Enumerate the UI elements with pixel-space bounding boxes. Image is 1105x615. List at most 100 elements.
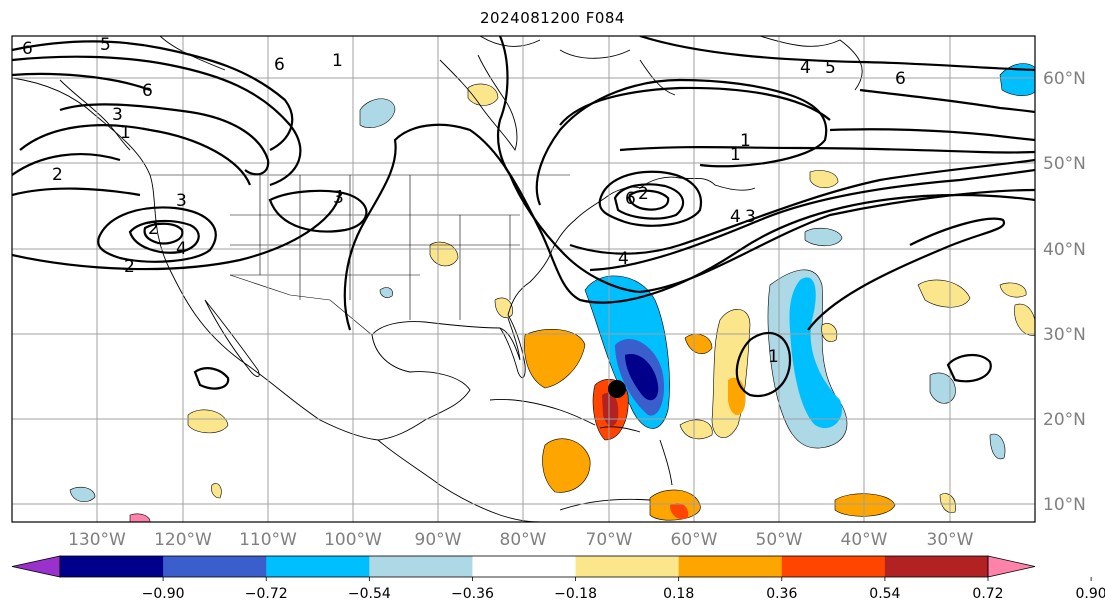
lat-label: 20°N: [1043, 410, 1086, 430]
positive-anomaly-region: [917, 279, 971, 308]
colorbar-segment: [781, 556, 886, 577]
contour-line: [619, 146, 1035, 154]
hispaniola: [599, 426, 641, 433]
contour-line: [128, 219, 200, 254]
lat-label: 30°N: [1043, 325, 1086, 345]
negative-anomaly-region: [804, 227, 843, 247]
contour-line: [535, 78, 828, 206]
contour-line: [12, 72, 151, 92]
contour-line: [343, 123, 1035, 331]
colorbar-tick-label: 0.72: [972, 586, 1003, 602]
contour-label: 4: [618, 249, 629, 269]
contour-line: [569, 158, 1035, 255]
contour-label: 5: [825, 58, 836, 78]
contour-line: [639, 36, 1035, 72]
contour-line: [12, 55, 302, 187]
contour-line: [859, 88, 1035, 114]
us-east-coast: [507, 197, 606, 316]
colorbar-tick-label: −0.72: [245, 586, 288, 602]
us-mexico-border: [229, 274, 373, 336]
positive-anomaly-region: [670, 503, 689, 520]
positive-anomaly-region: [211, 483, 222, 499]
contour-line: [946, 353, 992, 383]
contours: [12, 36, 1035, 398]
positive-anomaly-region: [999, 282, 1027, 298]
contour-label: 1: [730, 145, 741, 165]
negative-anomaly-region: [789, 277, 842, 429]
colorbar-segment: [266, 556, 370, 577]
contour-line: [12, 189, 342, 271]
contour-label: 4: [176, 239, 187, 259]
colorbar: −0.90 −0.72 −0.54 −0.36 −0.18 0.18 0.36 0.54 0.7…: [11, 555, 1105, 602]
anomaly-shading: [69, 63, 1035, 522]
map-area: 6 5 6 3 1 2 3 2 2 4 3 1 6 1 1 4 2 4 1 6 …: [12, 36, 1035, 522]
contour-line: [193, 367, 230, 390]
contour-labels: 6 5 6 3 1 2 3 2 2 4 3 1 6 1 1 4 2 4 1 6 …: [22, 36, 906, 367]
hudson-bay: [439, 54, 518, 152]
contour-line: [598, 170, 703, 227]
colorbar-segment: [884, 556, 989, 577]
colorbar-tick-label: −0.54: [348, 586, 391, 602]
baja-california: [204, 299, 260, 377]
south-america-north: [559, 498, 651, 511]
state-borders: [150, 174, 570, 336]
contour-line: [735, 331, 792, 398]
lon-label: 100°W: [324, 530, 382, 550]
lon-label: 60°W: [671, 530, 718, 550]
colorbar-segment: [60, 556, 164, 577]
contour-label: 4: [800, 58, 811, 78]
contour-label: 6: [625, 189, 636, 209]
figure-title: 2024081200 F084: [480, 9, 625, 27]
colorbar-extend-high: [987, 555, 1036, 578]
negative-anomaly-region: [379, 287, 393, 298]
contour-label: 6: [22, 39, 33, 59]
contour-line: [589, 168, 1035, 272]
colorbar-segment: [678, 556, 783, 577]
contour-line: [496, 36, 1035, 294]
colorbar-segment: [472, 556, 577, 577]
contour-line: [143, 222, 184, 245]
alaska-panhandle: [59, 79, 131, 151]
lat-label: 10°N: [1043, 495, 1086, 515]
north-america-west-coast: [12, 77, 379, 441]
contour-label: 1: [768, 347, 779, 367]
contour-label: 1: [332, 51, 343, 71]
contour-label: 4: [730, 207, 741, 227]
contour-label: 1: [740, 131, 751, 151]
contour-line: [12, 153, 121, 176]
positive-anomaly-region: [1014, 303, 1035, 336]
latitude-labels: 60°N 50°N 40°N 30°N 20°N 10°N: [1043, 69, 1086, 515]
cuba: [489, 399, 596, 426]
contour-label: 3: [745, 207, 756, 227]
contour-label: 3: [176, 191, 187, 211]
colorbar-segment: [575, 556, 680, 577]
contour-line: [268, 189, 368, 233]
colorbar-tick-label: −0.36: [451, 586, 494, 602]
central-america: [377, 439, 541, 522]
lat-label: 50°N: [1043, 154, 1086, 174]
colorbar-extend-low: [11, 555, 61, 578]
contour-line: [59, 103, 270, 176]
positive-anomaly-region: [602, 392, 619, 426]
contour-line: [559, 86, 831, 126]
colorbar-tick-label: −0.18: [554, 586, 597, 602]
contour-line: [628, 189, 670, 211]
contour-line: [12, 40, 294, 151]
positive-anomaly-region: [187, 409, 229, 434]
gridlines: [12, 36, 1035, 522]
colorbar-tick-label: 0.36: [766, 586, 797, 602]
lon-label: 70°W: [586, 530, 633, 550]
colorbar-tick-label: 0.54: [869, 586, 900, 602]
colorbar-segment: [163, 556, 267, 577]
colorbar-tick-label: 0.90: [1076, 586, 1105, 602]
contour-label: 3: [112, 105, 123, 125]
lon-label: 80°W: [500, 530, 547, 550]
lon-label: 90°W: [415, 530, 462, 550]
lon-label: 130°W: [68, 530, 126, 550]
negative-anomaly-region: [929, 372, 956, 404]
positive-anomaly-region: [429, 241, 459, 267]
caribbean-islands: [659, 439, 673, 486]
colorbar-tick-label: 0.18: [663, 586, 694, 602]
contour-label: 2: [124, 257, 135, 277]
